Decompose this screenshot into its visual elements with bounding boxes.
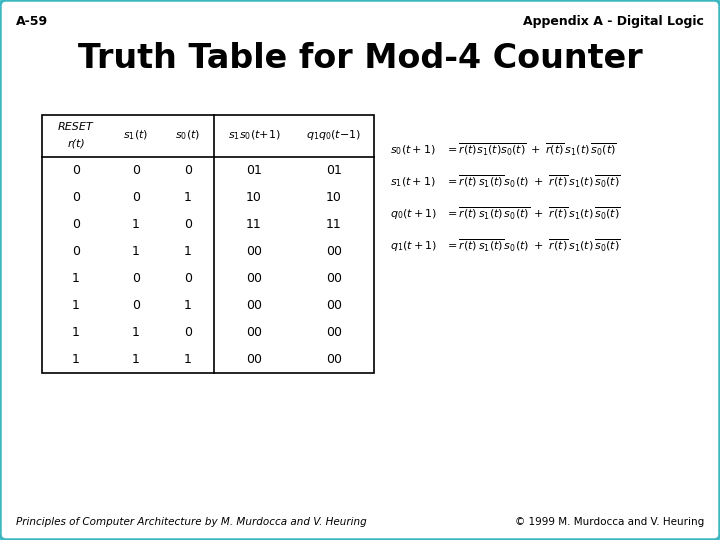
Text: 00: 00 bbox=[326, 353, 342, 366]
Text: $s_1s_0(t{+}1)$: $s_1s_0(t{+}1)$ bbox=[228, 128, 280, 142]
Text: Principles of Computer Architecture by M. Murdocca and V. Heuring: Principles of Computer Architecture by M… bbox=[16, 517, 366, 527]
Text: 1: 1 bbox=[72, 272, 80, 285]
Text: $q_1q_0(t{-}1)$: $q_1q_0(t{-}1)$ bbox=[307, 128, 361, 142]
Text: 1: 1 bbox=[184, 353, 192, 366]
Text: $s_0(t+1)$: $s_0(t+1)$ bbox=[390, 143, 436, 157]
Text: Truth Table for Mod-4 Counter: Truth Table for Mod-4 Counter bbox=[78, 42, 642, 75]
Text: $= \overline{r(t)s_1(t)s_0(t)}\ +\ \overline{r(t)}\,s_1(t)\,\overline{s_0(t)}$: $= \overline{r(t)s_1(t)s_0(t)}\ +\ \over… bbox=[445, 142, 617, 158]
Text: 0: 0 bbox=[184, 326, 192, 339]
Text: 0: 0 bbox=[184, 218, 192, 231]
Text: 00: 00 bbox=[246, 299, 262, 312]
Text: 1: 1 bbox=[184, 245, 192, 258]
Text: $= \overline{r(t)}\,\overline{s_1(t)}\,s_0(t)\ +\ \overline{r(t)}\,s_1(t)\,\over: $= \overline{r(t)}\,\overline{s_1(t)}\,s… bbox=[445, 174, 621, 190]
Text: 01: 01 bbox=[246, 164, 262, 177]
Text: A-59: A-59 bbox=[16, 15, 48, 28]
Text: 00: 00 bbox=[326, 245, 342, 258]
Text: 0: 0 bbox=[132, 164, 140, 177]
Text: 00: 00 bbox=[326, 326, 342, 339]
Text: 0: 0 bbox=[72, 245, 80, 258]
Text: 0: 0 bbox=[184, 272, 192, 285]
Text: Appendix A - Digital Logic: Appendix A - Digital Logic bbox=[523, 15, 704, 28]
Text: 00: 00 bbox=[326, 272, 342, 285]
Text: 11: 11 bbox=[246, 218, 262, 231]
Text: $q_1(t+1)$: $q_1(t+1)$ bbox=[390, 239, 437, 253]
Text: 1: 1 bbox=[132, 353, 140, 366]
Text: © 1999 M. Murdocca and V. Heuring: © 1999 M. Murdocca and V. Heuring bbox=[515, 517, 704, 527]
Text: 0: 0 bbox=[184, 164, 192, 177]
Text: 00: 00 bbox=[246, 272, 262, 285]
Text: $s_1(t)$: $s_1(t)$ bbox=[123, 128, 148, 142]
Text: 11: 11 bbox=[326, 218, 342, 231]
Text: 1: 1 bbox=[184, 299, 192, 312]
Text: r(t): r(t) bbox=[67, 138, 85, 148]
Text: 1: 1 bbox=[132, 245, 140, 258]
Text: 1: 1 bbox=[184, 191, 192, 204]
Text: 00: 00 bbox=[246, 326, 262, 339]
Text: 00: 00 bbox=[246, 245, 262, 258]
Text: 10: 10 bbox=[246, 191, 262, 204]
Text: 0: 0 bbox=[132, 191, 140, 204]
Text: 0: 0 bbox=[132, 272, 140, 285]
Text: $q_0(t+1)$: $q_0(t+1)$ bbox=[390, 207, 437, 221]
Text: 0: 0 bbox=[72, 164, 80, 177]
Text: 00: 00 bbox=[246, 353, 262, 366]
Text: RESET: RESET bbox=[58, 122, 94, 132]
Text: 1: 1 bbox=[132, 218, 140, 231]
Text: 10: 10 bbox=[326, 191, 342, 204]
Text: $s_0(t)$: $s_0(t)$ bbox=[176, 128, 201, 142]
Text: 0: 0 bbox=[72, 191, 80, 204]
Text: $s_1(t+1)$: $s_1(t+1)$ bbox=[390, 175, 436, 189]
Bar bbox=[42, 115, 374, 373]
Text: 00: 00 bbox=[326, 299, 342, 312]
Text: 1: 1 bbox=[72, 326, 80, 339]
Text: $= \overline{r(t)}\,\overline{s_1(t)}\,\overline{s_0(t)}\ +\ \overline{r(t)}\,s_: $= \overline{r(t)}\,\overline{s_1(t)}\,\… bbox=[445, 206, 621, 222]
Text: $= \overline{r(t)}\,\overline{s_1(t)}\,s_0(t)\ +\ \overline{r(t)}\,s_1(t)\,\over: $= \overline{r(t)}\,\overline{s_1(t)}\,s… bbox=[445, 238, 621, 254]
Text: 0: 0 bbox=[132, 299, 140, 312]
Text: 01: 01 bbox=[326, 164, 342, 177]
Text: 0: 0 bbox=[72, 218, 80, 231]
Text: 1: 1 bbox=[72, 353, 80, 366]
Text: 1: 1 bbox=[72, 299, 80, 312]
Text: 1: 1 bbox=[132, 326, 140, 339]
